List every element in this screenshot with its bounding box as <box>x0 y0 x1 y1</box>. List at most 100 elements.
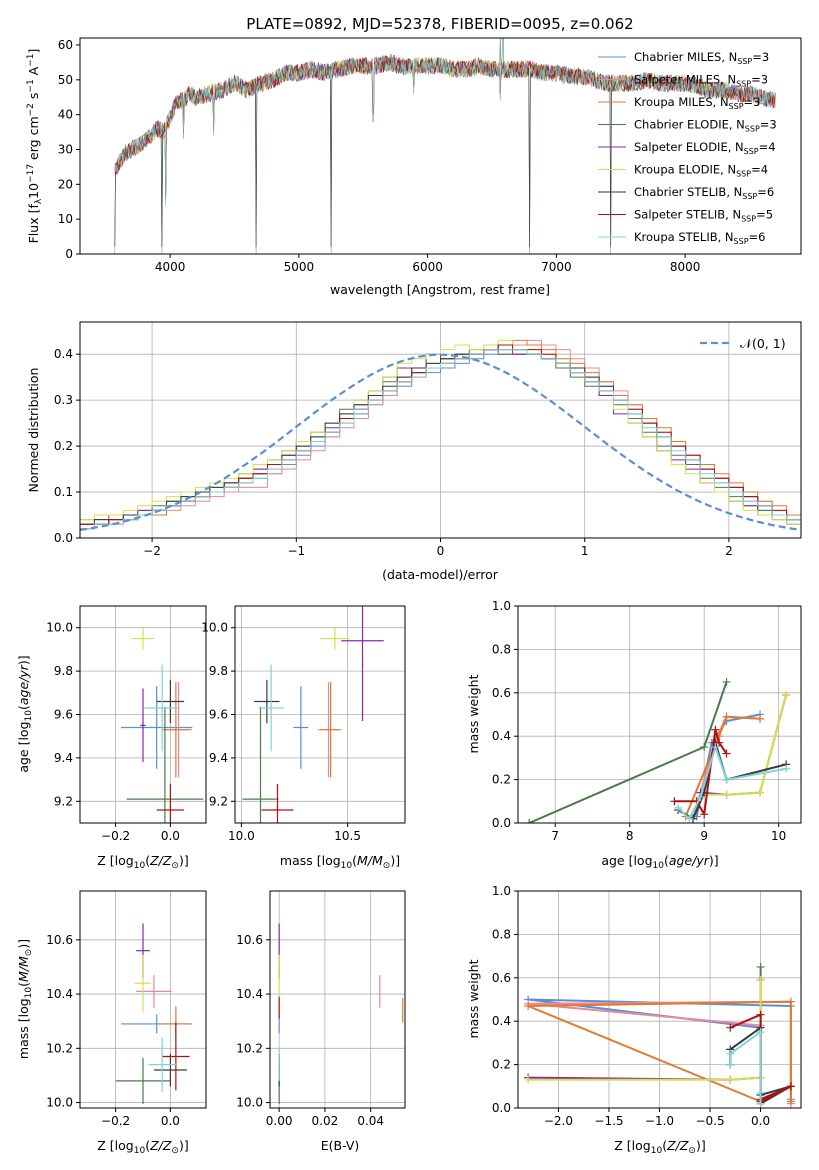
x-tick-label: −2 <box>143 544 161 558</box>
axis-label-part: 10 <box>24 710 34 722</box>
y-tick-label: 0.8 <box>492 642 511 656</box>
x-tick-label: 0.0 <box>751 1114 770 1128</box>
gaussian-curve <box>80 353 801 531</box>
legend-entry: Chabrier STELIB, NSSP=6 <box>634 185 774 201</box>
weight-line <box>527 1000 792 1103</box>
axis-label: Z [log10(Z/Z⊙)] <box>614 1138 705 1156</box>
axis-label-part: ( <box>16 982 31 987</box>
axis-label-part: ( <box>352 853 357 868</box>
axis-label: age [log10(age/yr)] <box>601 853 718 871</box>
axis-label-part: ⊙ <box>383 861 391 871</box>
plot-area <box>115 923 193 1104</box>
axis-label-part: M/M <box>16 956 31 982</box>
axis-label-part: s <box>26 93 41 104</box>
legend-entry: Kroupa STELIB, NSSP=6 <box>634 230 765 246</box>
axis-label: Z [log10(Z/Z⊙)] <box>97 1138 188 1156</box>
legend-entry-part: SSP <box>736 80 751 89</box>
y-axis-label: Normed distribution <box>26 368 41 493</box>
legend-entry-part: =5 <box>756 208 773 222</box>
y-tick-label: 0.2 <box>492 773 511 787</box>
x-tick-label: −0.2 <box>101 1114 130 1128</box>
axis-label-part: ( <box>16 705 31 710</box>
axis-label-part: mass [log <box>280 853 341 868</box>
legend-entry: Salpeter STELIB, NSSP=5 <box>634 208 773 224</box>
legend-entry-part: Salpeter ELODIE, N <box>634 140 744 154</box>
axis-label-part: ( <box>145 1138 150 1153</box>
y-tick-label: 1.0 <box>492 599 511 613</box>
axis-label-part: )] <box>179 853 189 868</box>
plot-area <box>114 38 776 254</box>
axis-label-part: ( <box>145 853 150 868</box>
legend-entry-part: SSP <box>737 57 752 66</box>
y-tick-label: 60 <box>58 38 73 52</box>
y-tick-label: 0.4 <box>54 347 73 361</box>
axis-label-part: ⊙ <box>171 861 179 871</box>
axis-label-part: ] <box>26 49 41 54</box>
weight-marker <box>674 803 683 812</box>
x-tick-label: 0 <box>437 544 445 558</box>
axis-label-part: )] <box>16 655 31 665</box>
y-axis-label: mass weight <box>466 674 481 753</box>
x-tick-label: 7 <box>551 829 559 843</box>
x-tick-label: 0.0 <box>161 829 180 843</box>
x-tick-label: 7000 <box>541 260 572 274</box>
x-tick-label: −0.2 <box>101 829 130 843</box>
axis-label-part: −2 <box>26 103 36 116</box>
x-axis-label: E(B-V) <box>321 1138 360 1153</box>
legend-entry-part: Kroupa ELODIE, N <box>634 163 736 177</box>
weight-marker <box>756 788 765 797</box>
axis-label-part: )] <box>696 1138 706 1153</box>
weight-marker <box>756 1028 765 1037</box>
legend-entry-part: SSP <box>745 125 760 134</box>
axis-label-part: erg cm <box>26 116 41 164</box>
weight-marker <box>726 1023 735 1032</box>
chart-panel-7: 0.00 0.02 0.04 10.0 10.2 10.4 10.6 E(B-V) <box>236 890 406 1153</box>
legend-entry: 𝒩(0, 1) <box>740 336 786 351</box>
legend-entry-part: Chabrier ELODIE, N <box>634 118 745 132</box>
x-tick-label: 10 <box>771 829 786 843</box>
y-tick-label: 0.0 <box>492 816 511 830</box>
legend-entry-part: Salpeter STELIB, N <box>634 208 741 222</box>
y-tick-label: 10 <box>58 212 73 226</box>
weight-marker <box>524 1002 533 1011</box>
weight-marker <box>782 764 791 773</box>
axis-label-part: Z/Z <box>149 1138 172 1153</box>
legend-entry-part: Kroupa MILES, N <box>634 95 729 109</box>
legend-entry: Chabrier ELODIE, NSSP=3 <box>634 118 777 134</box>
x-tick-label: 9 <box>700 829 708 843</box>
axis-label-part: Z [log <box>97 1138 133 1153</box>
legend-entry-part: Salpeter MILES, N <box>634 73 736 87</box>
axis-label-part: Z [log <box>97 853 133 868</box>
y-tick-label: 9.6 <box>209 708 228 722</box>
plot-frame <box>517 605 802 824</box>
axis-label-part: ⊙ <box>24 949 34 957</box>
x-axis-label: wavelength [Angstrom, rest frame] <box>330 282 550 297</box>
y-axis-label: mass weight <box>466 959 481 1038</box>
legend-entry-part: =3 <box>752 50 769 64</box>
y-tick-label: 0.4 <box>492 1014 511 1028</box>
legend-entry: Kroupa MILES, NSSP=3 <box>634 95 760 111</box>
histogram-step <box>80 349 801 530</box>
weight-marker <box>786 997 795 1006</box>
weight-marker <box>700 810 709 819</box>
y-tick-label: 30 <box>58 142 73 156</box>
x-tick-label: −1 <box>287 544 305 558</box>
legend-entry: Chabrier MILES, NSSP=3 <box>634 50 769 66</box>
weight-line <box>729 1031 762 1105</box>
axis-label-part: age [log <box>16 721 31 772</box>
chart-panel-4: 10.0 10.5 9.2 9.4 9.6 9.8 10.0 mass [log10(M/M⊙… <box>201 605 406 871</box>
axis-label: Flux [fλ10−17 erg cm−2 s−1 A−1] <box>26 49 44 244</box>
legend-entry-part: =4 <box>751 163 768 177</box>
x-tick-label: 0.0 <box>161 1114 180 1128</box>
plot-area <box>525 677 791 823</box>
y-tick-label: 9.8 <box>209 664 228 678</box>
weight-marker <box>722 790 731 799</box>
axis-label-part: ⊙ <box>171 1146 179 1156</box>
axis-label-part: M/M <box>357 853 383 868</box>
spectrum-line-8 <box>114 54 776 199</box>
weight-marker <box>696 792 705 801</box>
x-tick-label: 0.02 <box>312 1114 339 1128</box>
legend-entry-part: =6 <box>749 230 766 244</box>
